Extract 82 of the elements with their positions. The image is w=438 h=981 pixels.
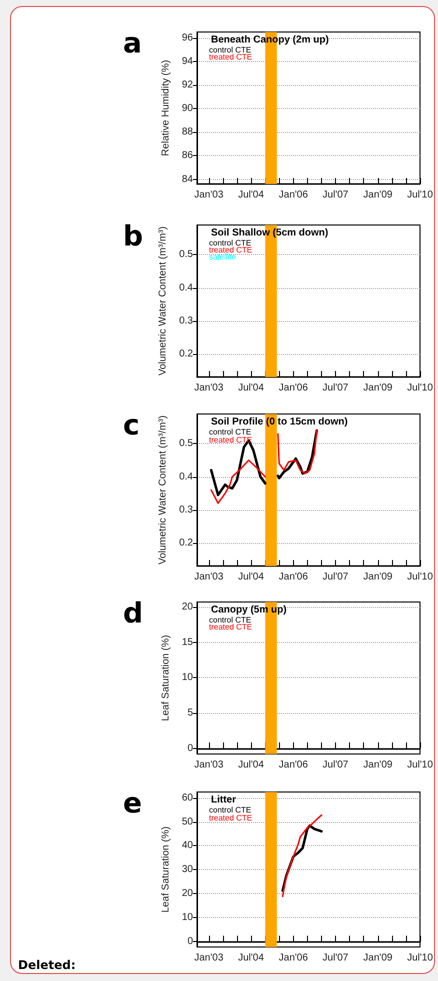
y-tick-label: 30 — [182, 864, 194, 876]
chart-title: a — [123, 26, 142, 60]
x-tick-label: Jan'03 — [194, 382, 224, 394]
x-tick-label: Jan'06 — [278, 952, 308, 964]
y-axis-title: Leaf Saturation (%) — [160, 634, 172, 722]
x-tick-label: Jan'03 — [194, 952, 224, 964]
y-tick-label: 86 — [182, 150, 194, 162]
x-tick-label: Jul'07 — [322, 572, 349, 582]
chart-title: e — [123, 786, 142, 820]
x-tick-label: Jul'04 — [238, 760, 264, 770]
y-tick-label: 0.3 — [179, 315, 194, 326]
x-tick-label: Jul'07 — [322, 382, 349, 394]
text: control CTE — [209, 806, 252, 814]
y-tick-label: 20 — [182, 601, 194, 612]
x-tick-label: Jul'10 — [407, 190, 434, 200]
y-tick-label: 0.4 — [179, 471, 194, 482]
legend-label: control CTE — [209, 238, 252, 248]
x-tick-label: Jan'06 — [278, 760, 308, 770]
x-tick-label: Jul'10 — [407, 760, 434, 770]
x-tick-label: Jul'07 — [322, 952, 349, 964]
chart-title: d — [123, 596, 144, 630]
legend-label: treated CTE — [209, 246, 252, 254]
x-tick-label: Jan'09 — [363, 190, 393, 200]
x-tick-label: Jan'09 — [363, 952, 393, 964]
y-tick-label: 15 — [182, 636, 194, 648]
x-tick-label: Jul'10 — [407, 382, 434, 394]
x-tick-label: Jan'06 — [278, 572, 308, 582]
y-tick-label: 10 — [182, 912, 194, 924]
x-tick-label: Jul'10 — [407, 572, 434, 582]
x-tick-label: Jul'10 — [407, 952, 434, 964]
x-tick-label: Jan'06 — [278, 190, 308, 200]
y-axis-title: Leaf Saturation (%) — [160, 826, 172, 913]
y-tick-label: 0.4 — [179, 282, 194, 294]
text: Deleted: — [18, 958, 76, 972]
chart-title: c — [123, 408, 140, 442]
y-tick-label: 0.5 — [179, 438, 194, 450]
x-tick-label: Jan'03 — [194, 760, 224, 770]
chart-title: b — [123, 220, 144, 252]
y-tick-label: 50 — [182, 816, 194, 828]
y-tick-label: 0.2 — [179, 348, 194, 360]
chart-subtitle: Soil Profile (0 to 15cm down) — [211, 416, 348, 428]
x-tick-label: Jan'09 — [363, 572, 393, 582]
y-tick-label: 94 — [182, 56, 194, 67]
x-tick-label: Jan'03 — [194, 572, 224, 582]
x-tick-label: Jan'09 — [363, 760, 393, 770]
y-tick-label: 40 — [182, 840, 194, 852]
y-tick-label: 10 — [182, 672, 194, 684]
x-tick-label: Jan'03 — [194, 190, 224, 200]
text: treated CTE — [209, 436, 252, 444]
y-tick-label: 0 — [187, 936, 194, 948]
legend-label: treated CTE — [209, 622, 252, 632]
series-label: control CTE — [209, 428, 252, 436]
legend-label: control CTE — [209, 616, 252, 624]
y-axis-title: Relative Humidity (%) — [160, 60, 172, 156]
x-tick-label: Jan'06 — [278, 382, 308, 394]
y-tick-label: 20 — [182, 888, 194, 900]
x-tick-label: Jul'07 — [322, 760, 349, 770]
y-axis-title: Volumetric Water Content (m³/m³) — [158, 226, 169, 376]
y-tick-label: 96 — [182, 32, 194, 44]
x-tick-label: Jan'09 — [363, 382, 393, 394]
chart-subtitle: Litter — [211, 794, 236, 806]
legend-label: satellite — [209, 252, 237, 262]
y-tick-label: 84 — [182, 174, 194, 185]
x-tick-label: Jul'04 — [238, 952, 264, 964]
y-tick-label: 0.3 — [179, 504, 194, 516]
x-tick-label: Jul'07 — [322, 190, 349, 200]
y-tick-label: 0.2 — [179, 537, 194, 548]
y-tick-label: 60 — [182, 792, 194, 804]
y-tick-label: 0 — [187, 742, 194, 754]
x-tick-label: Jul'04 — [238, 572, 264, 582]
legend-label: control CTE — [209, 46, 252, 54]
y-axis-title: Volumetric Water Content (m³/m³) — [158, 415, 169, 565]
y-tick-label: 92 — [182, 80, 194, 91]
line-series — [282, 814, 322, 898]
y-tick-label: 90 — [182, 103, 194, 114]
text: treated CTE — [209, 814, 252, 822]
y-tick-label: 5 — [187, 707, 194, 718]
y-tick-label: 0.5 — [179, 249, 194, 260]
x-tick-label: Jul'04 — [238, 382, 264, 394]
y-tick-label: 88 — [182, 126, 194, 138]
legend-label: treated CTE — [209, 52, 252, 62]
x-tick-label: Jul'04 — [238, 190, 264, 200]
